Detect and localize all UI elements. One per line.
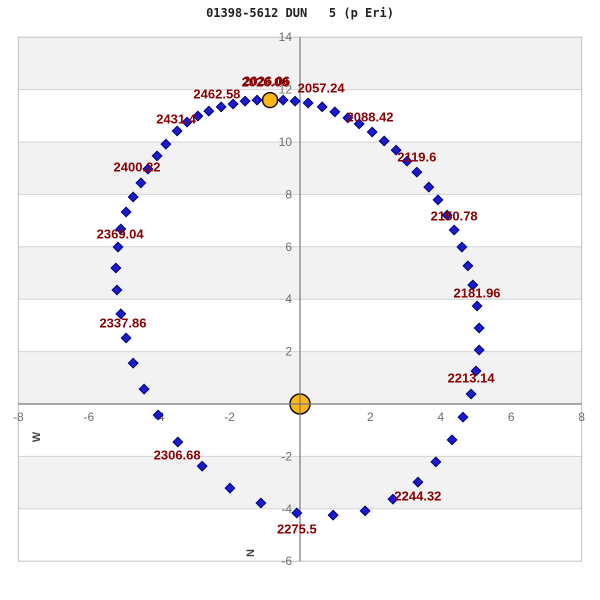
- x-tick-label: -6: [83, 410, 94, 424]
- orbit-point: [423, 181, 435, 193]
- orbit-point: [401, 155, 413, 167]
- north-direction-label: N: [245, 549, 257, 557]
- y-tick-label: 2: [285, 345, 292, 359]
- orbit-point: [465, 388, 477, 400]
- orbit-point: [432, 194, 444, 206]
- orbit-point: [152, 409, 164, 421]
- epoch-label: 2275.5: [277, 521, 317, 536]
- epoch-label: 2088.42: [347, 110, 394, 125]
- y-tick-label: 14: [279, 30, 293, 44]
- orbit-point: [289, 95, 301, 107]
- orbit-point: [353, 118, 365, 130]
- orbit-point: [112, 241, 124, 253]
- y-tick-label: 6: [285, 240, 292, 254]
- orbit-point: [120, 332, 132, 344]
- orbit-point: [172, 436, 184, 448]
- orbit-point: [302, 97, 314, 109]
- orbit-point: [115, 308, 127, 320]
- x-tick-label: 2: [367, 410, 374, 424]
- epoch-label: 2181.96: [454, 285, 501, 300]
- orbit-point: [316, 101, 328, 113]
- orbit-point: [329, 106, 341, 118]
- orbit-point: [441, 209, 453, 221]
- orbit-point: [462, 260, 474, 272]
- orbit-point: [203, 105, 215, 117]
- orbit-point: [215, 101, 227, 113]
- y-tick-label: -2: [281, 449, 292, 463]
- companion-current-marker: [261, 91, 279, 109]
- orbit-point: [115, 223, 127, 235]
- orbit-point: [224, 482, 236, 494]
- epoch-label: 2337.86: [99, 316, 146, 331]
- y-tick-label: 4: [285, 292, 292, 306]
- orbit-point: [412, 476, 424, 488]
- y-tick-label: 8: [285, 187, 292, 201]
- orbit-point: [239, 95, 251, 107]
- orbit-point: [110, 262, 122, 274]
- x-tick-label: 8: [578, 410, 585, 424]
- orbit-point: [160, 138, 172, 150]
- epoch-label: 2213.14: [448, 371, 496, 386]
- epoch-label: 2026.06: [242, 75, 289, 90]
- orbit-point: [473, 322, 485, 334]
- x-tick-label: 6: [508, 410, 515, 424]
- orbit-point: [327, 509, 339, 521]
- orbit-point: [467, 279, 479, 291]
- orbit-point: [196, 460, 208, 472]
- orbit-point: [120, 206, 132, 218]
- orbit-point: [470, 365, 482, 377]
- orbit-point: [473, 344, 485, 356]
- epoch-label: 2306.68: [154, 448, 201, 463]
- west-direction-label: W: [31, 431, 43, 442]
- epoch-label: 2369.04: [97, 226, 145, 241]
- orbit-point: [471, 300, 483, 312]
- orbit-point: [390, 144, 402, 156]
- epoch-label: 2057.24: [298, 81, 346, 96]
- orbit-point: [359, 505, 371, 517]
- orbit-point: [127, 357, 139, 369]
- orbit-point: [111, 284, 123, 296]
- orbit-point: [138, 383, 150, 395]
- orbit-point: [446, 434, 458, 446]
- y-tick-label: -6: [281, 554, 292, 568]
- orbit-point: [227, 98, 239, 110]
- orbit-point: [387, 493, 399, 505]
- y-tick-label: 10: [279, 135, 293, 149]
- orbit-point: [181, 116, 193, 128]
- orbit-point: [378, 135, 390, 147]
- orbit-point: [255, 497, 267, 509]
- orbit-point: [127, 191, 139, 203]
- y-tick-label: 12: [279, 83, 293, 97]
- epoch-label: 2462.58: [193, 87, 240, 102]
- orbit-point: [135, 177, 147, 189]
- x-tick-label: -2: [224, 410, 235, 424]
- orbit-point: [366, 126, 378, 138]
- epoch-label: 2150.78: [431, 208, 478, 223]
- x-tick-label: -8: [13, 410, 24, 424]
- orbit-point: [277, 94, 289, 106]
- orbit-point: [291, 507, 303, 519]
- orbit-point: [457, 411, 469, 423]
- y-tick-label: -4: [281, 502, 292, 516]
- chart-title: 01398-5612 DUN 5 (p Eri): [206, 6, 394, 20]
- orbit-point: [151, 150, 163, 162]
- epoch-label-overprint: 2026.06: [243, 74, 290, 89]
- orbit-point: [448, 224, 460, 236]
- epoch-label: 2244.32: [394, 488, 441, 503]
- orbit-point: [192, 110, 204, 122]
- x-tick-label: 4: [437, 410, 444, 424]
- orbit-point: [171, 125, 183, 137]
- orbit-point: [430, 456, 442, 468]
- epoch-label: 2400.22: [114, 159, 161, 174]
- orbit-point: [142, 163, 154, 175]
- epoch-label: 2119.6: [397, 149, 436, 164]
- orbit-point: [456, 241, 468, 253]
- epoch-label: 2431.4: [156, 111, 197, 126]
- orbit-point: [251, 94, 263, 106]
- orbit-point: [411, 166, 423, 178]
- orbit-point: [342, 112, 354, 124]
